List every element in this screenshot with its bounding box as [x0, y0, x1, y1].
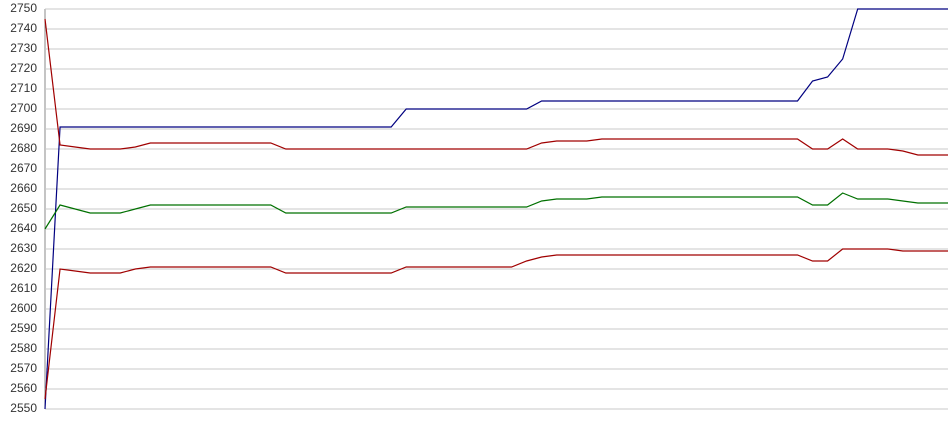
- y-tick-label: 2640: [10, 221, 37, 235]
- y-tick-label: 2660: [10, 181, 37, 195]
- y-tick-label: 2550: [10, 401, 37, 415]
- y-tick-label: 2590: [10, 321, 37, 335]
- y-tick-label: 2580: [10, 341, 37, 355]
- y-tick-label: 2570: [10, 361, 37, 375]
- y-tick-label: 2670: [10, 161, 37, 175]
- y-tick-label: 2700: [10, 101, 37, 115]
- y-tick-label: 2710: [10, 81, 37, 95]
- y-tick-label: 2690: [10, 121, 37, 135]
- y-tick-label: 2750: [10, 1, 37, 15]
- y-tick-label: 2680: [10, 141, 37, 155]
- y-tick-label: 2620: [10, 261, 37, 275]
- series-line: [44, 248, 948, 400]
- y-tick-label: 2730: [10, 41, 37, 55]
- y-tick-label: 2610: [10, 281, 37, 295]
- y-tick-label: 2600: [10, 301, 37, 315]
- y-tick-label: 2650: [10, 201, 37, 215]
- series-line: [44, 8, 948, 410]
- y-tick-label: 2560: [10, 381, 37, 395]
- series-line: [44, 18, 948, 156]
- y-tick-label: 2740: [10, 21, 37, 35]
- series-line: [44, 192, 948, 230]
- y-tick-label: 2630: [10, 241, 37, 255]
- y-tick-label: 2720: [10, 61, 37, 75]
